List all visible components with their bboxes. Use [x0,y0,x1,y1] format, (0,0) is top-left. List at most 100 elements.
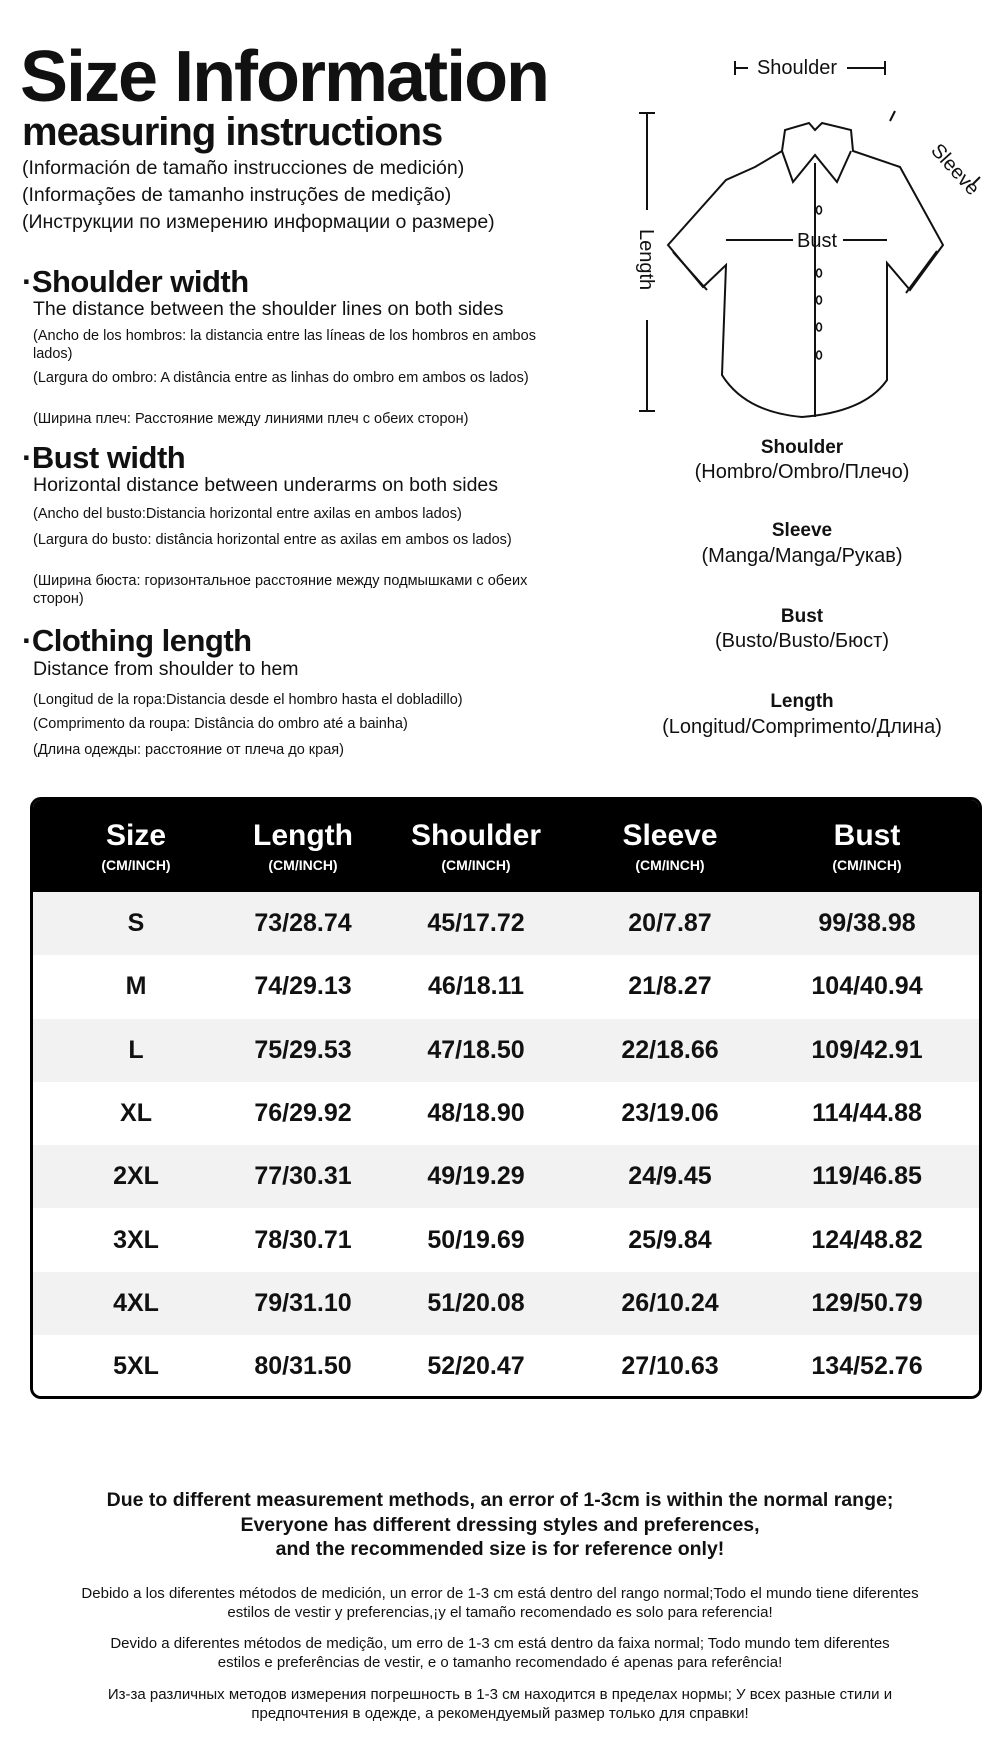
table-cell: 49/19.29 [427,1162,525,1191]
column-header-name: Size [105,819,167,852]
size-cell: 3XL [113,1225,159,1254]
table-cell: 52/20.47 [427,1352,525,1381]
section-note: (Comprimento da roupa: Distância do ombr… [33,716,408,732]
disclaimer-line: Everyone has different dressing styles a… [240,1514,760,1536]
column-header-name: Shoulder [410,819,541,852]
table-cell: 109/42.91 [811,1035,923,1064]
table-cell: 99/38.98 [818,909,916,938]
size-table-body: S 73/28.74 45/17.72 20/7.87 99/38.98 M 74/29.1… [33,892,979,1396]
legend-label: Sleeve [771,520,833,541]
legend-translation: (Hombro/Ombro/Плечо) [694,461,910,483]
section-note: (Ancho del busto:Distancia horizontal en… [33,506,462,522]
table-cell: 119/46.85 [812,1162,922,1191]
disclaimer-line: and the recommended size is for referenc… [275,1538,725,1560]
size-cell: M [125,972,147,1001]
legend-label: Shoulder [760,437,844,458]
size-cell: 4XL [113,1288,159,1317]
translation-spanish: (Información de tamaño instrucciones de … [22,157,465,179]
table-cell: 75/29.53 [254,1035,352,1064]
section-note: (Ширина бюста: горизонтальное расстояние… [33,573,528,607]
size-table: Size (CM/INCH) Length (CM/INCH) Shoulder (CM/… [30,797,982,1399]
section-note: (Longitud de la ropa:Distancia desde el … [33,692,463,708]
table-cell: 25/9.84 [628,1225,712,1254]
page-subtitle: measuring instructions [22,110,443,154]
section-desc-length: Distance from shoulder to hem [33,658,299,680]
size-cell: L [128,1035,144,1064]
table-cell: 47/18.50 [427,1035,525,1064]
column-header-shoulder: Shoulder (CM/INCH) [367,800,585,892]
section-note: (Ancho de los hombros: la distancia entr… [33,328,536,362]
section-desc-shoulder: The distance between the shoulder lines … [33,298,504,320]
table-cell: 27/10.63 [621,1352,719,1381]
column-header-name: Length [253,819,353,852]
column-header-unit: (CM/INCH) [268,857,338,873]
table-row: 5XL 80/31.50 52/20.47 27/10.63 134/52.76 [33,1335,979,1396]
section-heading-bust: ·Bust width [22,440,186,475]
diagram-label-bust: Bust [797,230,837,252]
shirt-outline [666,121,945,419]
column-header-size: Size (CM/INCH) [33,800,239,892]
table-cell: 129/50.79 [811,1288,923,1317]
table-row: L 75/29.53 47/18.50 22/18.66 109/42.91 [33,1018,979,1082]
table-cell: 26/10.24 [621,1288,719,1317]
diagram-label-length: Length [635,229,657,290]
table-cell: 77/30.31 [254,1162,352,1191]
column-header-bust: Bust (CM/INCH) [755,800,979,892]
table-cell: 45/17.72 [427,909,525,938]
disclaimer-russian: Из-за различных методов измерения погреш… [107,1686,893,1722]
table-row: XL 76/29.92 48/18.90 23/19.06 114/44.88 [33,1081,979,1146]
section-note: (Длина одежды: расстояние от плеча до кр… [33,742,344,758]
page-title: Size Information [20,37,550,117]
diagram-label-sleeve: Sleeve [926,140,983,200]
table-cell: 46/18.11 [428,972,524,1001]
column-header-sleeve: Sleeve (CM/INCH) [585,800,755,892]
column-header-name: Sleeve [622,819,718,852]
table-cell: 22/18.66 [621,1035,719,1064]
legend-label: Length [770,691,834,712]
column-header-unit: (CM/INCH) [832,857,902,873]
table-cell: 104/40.94 [811,972,923,1001]
table-cell: 51/20.08 [427,1288,525,1317]
legend-translation: (Manga/Manga/Рукав) [701,545,903,567]
shirt-measurement-diagram: Shoulder Bust Sleeve Length [635,57,984,419]
table-cell: 124/48.82 [811,1225,923,1254]
table-row: 2XL 77/30.31 49/19.29 24/9.45 119/46.85 [33,1145,979,1209]
disclaimer-spanish: Debido a los diferentes métodos de medic… [81,1585,919,1621]
table-cell: 24/9.45 [628,1162,712,1191]
disclaimer-line: Due to different measurement methods, an… [106,1489,894,1511]
table-cell: 79/31.10 [254,1288,352,1317]
translation-portuguese: (Informações de tamanho instruções de me… [22,184,452,206]
size-cell: 2XL [113,1162,159,1191]
table-row: M 74/29.13 46/18.11 21/8.27 104/40.94 [33,955,979,1019]
table-row: 4XL 79/31.10 51/20.08 26/10.24 129/50.79 [33,1271,979,1336]
table-cell: 78/30.71 [254,1225,352,1254]
table-row: 3XL 78/30.71 50/19.69 25/9.84 124/48.82 [33,1208,979,1272]
table-cell: 80/31.50 [254,1352,352,1381]
table-cell: 73/28.74 [254,909,352,938]
section-heading-shoulder: ·Shoulder width [22,264,249,299]
column-header-name: Bust [833,819,901,852]
section-note: (Largura do busto: distância horizontal … [33,532,512,548]
size-cell: S [127,909,145,938]
table-cell: 76/29.92 [254,1099,352,1128]
column-header-unit: (CM/INCH) [101,857,171,873]
table-cell: 50/19.69 [427,1225,525,1254]
section-heading-length: ·Clothing length [22,623,252,658]
table-cell: 134/52.76 [811,1352,923,1381]
size-cell: XL [120,1099,152,1128]
table-cell: 74/29.13 [254,972,352,1001]
diagram-label-shoulder: Shoulder [757,57,837,79]
table-cell: 20/7.87 [628,909,712,938]
table-cell: 48/18.90 [427,1099,525,1128]
table-row: S 73/28.74 45/17.72 20/7.87 99/38.98 [33,892,979,956]
size-cell: 5XL [113,1352,159,1381]
column-header-length: Length (CM/INCH) [239,800,367,892]
section-note: (Ширина плеч: Расстояние между линиями п… [33,411,469,427]
column-header-unit: (CM/INCH) [635,857,705,873]
legend-translation: (Busto/Busto/Бюст) [714,630,889,652]
size-table-header: Size (CM/INCH) Length (CM/INCH) Shoulder (CM/… [33,800,979,892]
legend-label: Bust [780,606,824,627]
translation-russian: (Инструкции по измерению информации о ра… [22,211,495,233]
table-cell: 114/44.88 [812,1099,922,1128]
column-header-unit: (CM/INCH) [441,857,511,873]
